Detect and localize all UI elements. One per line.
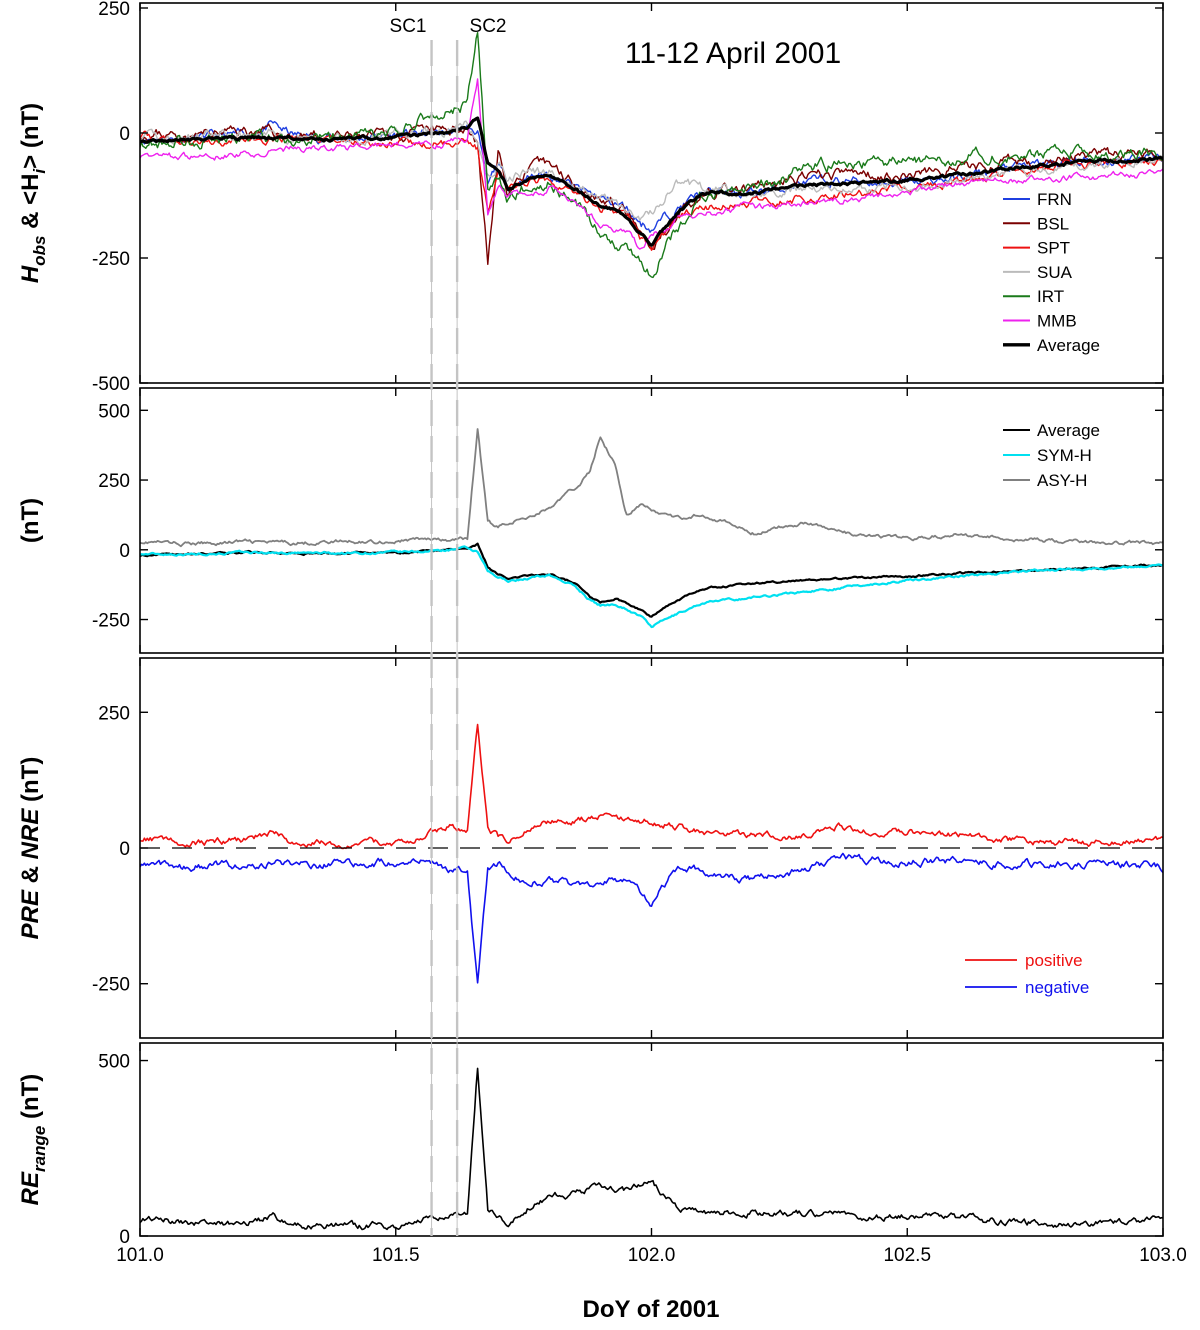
sc-label-1: SC1 <box>390 16 427 37</box>
y-tick-label: 250 <box>98 703 130 724</box>
legend-entry-average: Average <box>1003 421 1100 440</box>
y-tick-label: 250 <box>98 471 130 492</box>
plot-frame <box>139 387 1164 654</box>
y-tick-label: 0 <box>119 1227 130 1248</box>
series-group <box>140 428 1163 629</box>
figure-overlay: SC1 SC2 11-12 April 2001 DoY of 2001 <box>390 16 842 1323</box>
legend-entry-spt: SPT <box>1003 239 1070 258</box>
y-tick-label: -250 <box>92 975 130 996</box>
series-group <box>140 723 1163 984</box>
series-group <box>140 1067 1163 1231</box>
panel-pre-nre: -250 0 250 PRE & NRE (nT) positive negative <box>17 657 1164 1039</box>
legend-entry-bsl: BSL <box>1003 214 1069 233</box>
series-line-average <box>140 542 1163 618</box>
x-tick-label: 101.5 <box>372 1245 420 1266</box>
series-line-irt <box>140 32 1163 279</box>
series-group <box>140 32 1163 279</box>
y-tick-label: 500 <box>98 401 130 422</box>
y-axis-title: Hobs & <Hi> (nT) <box>17 103 49 283</box>
legend-entry-mmb: MMB <box>1003 312 1077 331</box>
legend-label: ASY-H <box>1037 471 1087 490</box>
y-tick-label: 0 <box>119 839 130 860</box>
x-tick-label: 102.0 <box>628 1245 676 1266</box>
series-line-negative <box>140 852 1163 984</box>
legend-label: Average <box>1037 336 1100 355</box>
series-line-positive <box>140 723 1163 850</box>
legend-label: negative <box>1025 978 1089 997</box>
legend-label: IRT <box>1037 287 1064 306</box>
y-tick-label: -250 <box>92 611 130 632</box>
legend-entry-sym-h: SYM-H <box>1003 446 1092 465</box>
legend-entry-sua: SUA <box>1003 263 1073 282</box>
chart-panels: -500 -250 0 250 Hobs & <Hi> (nT) FRN BSL SPT SUA… <box>17 0 1187 1266</box>
y-tick-label: 500 <box>98 1052 130 1073</box>
series-line-average <box>140 116 1163 247</box>
legend-entry-frn: FRN <box>1003 190 1072 209</box>
x-tick-label: 102.5 <box>883 1245 931 1266</box>
y-axis-title: (nT) <box>17 498 44 543</box>
series-line-mmb <box>140 78 1163 250</box>
series-line-asy-h <box>140 428 1163 548</box>
panel-indices: -250 0 250 500 (nT) Average SYM-H ASY-H <box>17 387 1164 654</box>
y-tick-label: 0 <box>119 541 130 562</box>
y-tick-label: -500 <box>92 374 130 395</box>
series-line-sym-h <box>140 545 1163 629</box>
series-line-sua <box>140 120 1163 221</box>
legend-label: FRN <box>1037 190 1072 209</box>
legend-label: BSL <box>1037 214 1069 233</box>
legend-label: SPT <box>1037 239 1070 258</box>
y-tick-label: -250 <box>92 249 130 270</box>
chart-title: 11-12 April 2001 <box>625 37 841 70</box>
series-line-re-range <box>140 1067 1163 1231</box>
y-axis-title: PRE & NRE (nT) <box>17 757 44 940</box>
legend-entry-asy-h: ASY-H <box>1003 471 1087 490</box>
x-tick-label: 101.0 <box>116 1245 164 1266</box>
legend-entry-irt: IRT <box>1003 287 1064 306</box>
x-axis-title: DoY of 2001 <box>583 1296 720 1323</box>
sc-label-2: SC2 <box>470 16 507 37</box>
y-tick-label: 0 <box>119 124 130 145</box>
legend-label: SUA <box>1037 263 1073 282</box>
plot-frame <box>139 1042 1164 1237</box>
panel-rer: 0 500 101.0 101.5 102.0 102.5 103.0 RErange (nT… <box>17 1042 1187 1266</box>
y-axis-title: RErange (nT) <box>17 1074 49 1206</box>
legend-label: MMB <box>1037 312 1077 331</box>
legend-label: Average <box>1037 421 1100 440</box>
legend-label: positive <box>1025 951 1083 970</box>
legend-label: SYM-H <box>1037 446 1092 465</box>
legend-entry-average: Average <box>1003 336 1100 355</box>
legend-entry-negative: negative <box>965 978 1089 997</box>
y-tick-label: 250 <box>98 0 130 20</box>
x-tick-label: 103.0 <box>1139 1245 1187 1266</box>
panel-hobs: -500 -250 0 250 Hobs & <Hi> (nT) FRN BSL SPT SUA… <box>17 0 1164 395</box>
legend-entry-positive: positive <box>965 951 1083 970</box>
